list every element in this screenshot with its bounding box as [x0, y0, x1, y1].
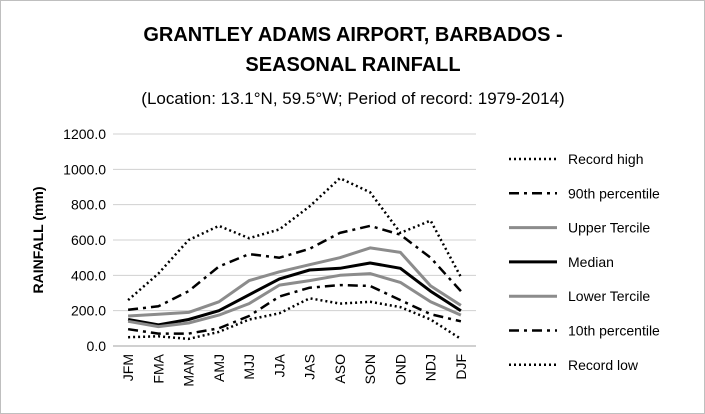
- y-tick-label: 1000.0: [63, 161, 106, 177]
- y-tick-label: 400.0: [71, 267, 106, 283]
- x-tick-label: MAM: [181, 354, 197, 387]
- y-tick-labels: 0.0 200.0 400.0 600.0 800.0 1000.0 1200.0: [63, 126, 106, 354]
- series-line: [127, 283, 462, 335]
- legend-label: Record high: [568, 151, 644, 167]
- y-tick-label: 200.0: [71, 303, 106, 319]
- x-tick-label: OND: [392, 354, 408, 385]
- series-lines: [127, 176, 463, 341]
- legend-label: 90th percentile: [568, 185, 660, 201]
- series-line: [127, 261, 462, 327]
- y-tick-label: 600.0: [71, 232, 106, 248]
- chart-subtitle: (Location: 13.1°N, 59.5°W; Period of rec…: [141, 89, 564, 108]
- x-tick-label: MJJ: [241, 354, 257, 380]
- legend-label: Record low: [568, 357, 639, 373]
- series-line: [128, 246, 462, 318]
- series-line: [127, 272, 462, 329]
- legend: Record high 90th percentile Upper Tercile M…: [509, 151, 660, 373]
- legend-label: Upper Tercile: [568, 220, 650, 236]
- x-tick-label: NDJ: [423, 354, 439, 381]
- legend-label: 10th percentile: [568, 323, 660, 339]
- x-tick-label: ASO: [332, 354, 348, 384]
- y-axis-label: RAINFALL (mm): [30, 186, 46, 293]
- x-tick-label: AMJ: [211, 354, 227, 382]
- series-line: [128, 297, 462, 341]
- legend-label: Lower Tercile: [568, 288, 650, 304]
- y-tick-label: 0.0: [87, 338, 107, 354]
- y-tick-label: 800.0: [71, 197, 106, 213]
- x-tick-labels: JFM FMA MAM AMJ MJJ JJA JAS ASO SON OND NDJ DJF: [120, 353, 469, 386]
- x-tick-label: FMA: [150, 353, 166, 383]
- legend-label: Median: [568, 254, 614, 270]
- x-tick-label: DJF: [453, 354, 469, 380]
- x-tick-label: JAS: [302, 354, 318, 380]
- series-line: [127, 176, 463, 302]
- x-tick-label: JFM: [120, 354, 136, 381]
- chart-title-line-1: GRANTLEY ADAMS AIRPORT, BARBADOS -: [143, 24, 562, 46]
- series-line: [127, 224, 462, 312]
- chart-title-line-2: SEASONAL RAINFALL: [245, 54, 460, 76]
- x-tick-label: SON: [362, 354, 378, 384]
- x-tick-label: JJA: [271, 353, 287, 377]
- y-tick-label: 1200.0: [63, 126, 106, 142]
